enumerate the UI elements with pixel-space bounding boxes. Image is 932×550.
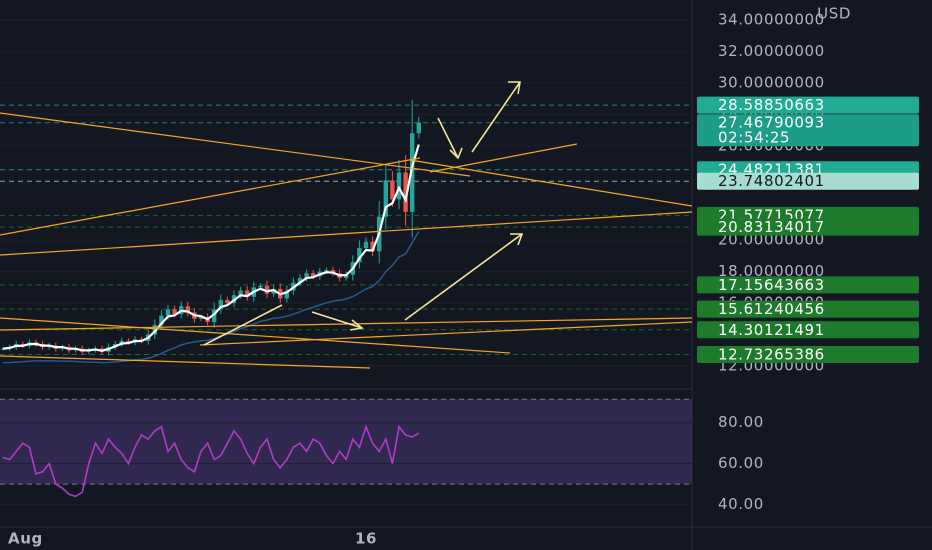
price-axis: 34.0000000032.0000000030.0000000028.0000… <box>697 11 919 375</box>
trend-line <box>0 317 693 331</box>
candle-body <box>165 309 171 316</box>
candle-body <box>198 317 204 319</box>
candle-body <box>311 273 316 277</box>
price-tag-label: 12.73265386 <box>718 345 825 363</box>
candle-body <box>159 315 164 326</box>
y-tick-label: 30.00000000 <box>718 73 825 91</box>
candle-body <box>119 340 124 344</box>
candle-body <box>410 133 415 212</box>
rsi-tick-label: 60.00 <box>718 454 764 472</box>
y-tick-label: 34.00000000 <box>718 11 825 29</box>
candle-body <box>297 277 303 283</box>
drawings <box>0 112 693 369</box>
candle-body <box>357 248 362 263</box>
rsi-tick-label: 40.00 <box>718 495 764 513</box>
candle-body <box>238 290 243 296</box>
price-tag-label: 27.46790093 <box>718 114 825 132</box>
candle-body <box>245 290 250 297</box>
candle-body <box>344 274 349 278</box>
currency-label: USD <box>817 5 851 23</box>
price-tag-label: 23.74802401 <box>718 172 825 190</box>
candles <box>0 99 421 364</box>
candle-body <box>225 299 230 304</box>
price-tag-label: 15.61240456 <box>718 300 825 318</box>
horizontal-lines <box>0 104 692 355</box>
arrows <box>203 81 524 346</box>
trend-line <box>0 355 371 369</box>
price-tag-label: 17.15643663 <box>718 276 825 294</box>
trend-line <box>429 143 578 173</box>
trend-line <box>0 157 421 236</box>
trend-line <box>409 159 693 207</box>
price-tag <box>697 114 919 147</box>
candle-body <box>370 241 375 252</box>
candle-body <box>383 180 388 217</box>
x-tick-label: Aug <box>8 530 43 548</box>
candle-body <box>258 285 263 288</box>
arrow <box>404 233 524 321</box>
price-tag-label: 28.58850663 <box>718 96 825 114</box>
rsi-pane: 80.00 60.00 40.00 <box>0 398 764 513</box>
trend-line <box>199 321 693 346</box>
candle-body <box>416 122 421 134</box>
price-tag <box>697 96 919 114</box>
price-tag <box>697 300 919 318</box>
candle-body <box>304 273 309 278</box>
candle-body <box>284 290 289 299</box>
arrow <box>471 81 521 153</box>
candle-body <box>390 180 395 200</box>
price-tag <box>697 345 919 363</box>
candle-body <box>172 309 177 315</box>
trend-line <box>0 317 511 354</box>
candle-body <box>324 270 329 272</box>
x-tick-label: 16 <box>355 530 377 548</box>
rsi-band <box>0 399 692 485</box>
fast-moving-average <box>2 144 420 352</box>
price-tag <box>697 276 919 294</box>
arrow <box>203 304 283 346</box>
rsi-tick-label: 80.00 <box>718 413 764 431</box>
price-tag <box>697 218 919 236</box>
arrow <box>437 117 463 160</box>
y-tick-label: 32.00000000 <box>718 42 825 60</box>
price-tag-label: 14.30121491 <box>718 321 825 339</box>
y-tick-label: 18.00000000 <box>718 262 825 280</box>
trend-line <box>0 112 471 177</box>
candle-body <box>0 348 6 350</box>
candle-body <box>403 172 408 212</box>
rsi-line <box>2 424 420 498</box>
candle-body <box>363 241 369 249</box>
candle-body <box>212 309 217 322</box>
candle-body <box>218 299 223 310</box>
trend-line <box>0 211 693 256</box>
candle-body <box>185 306 190 313</box>
price-tag-label: 20.83134017 <box>718 218 825 236</box>
slow-moving-average <box>2 231 420 364</box>
candle-body <box>264 285 270 294</box>
countdown-label: 02:54:25 <box>718 129 790 147</box>
arrow <box>311 311 364 331</box>
price-tag <box>697 172 919 190</box>
candle-body <box>126 340 131 343</box>
price-tag <box>697 321 919 339</box>
